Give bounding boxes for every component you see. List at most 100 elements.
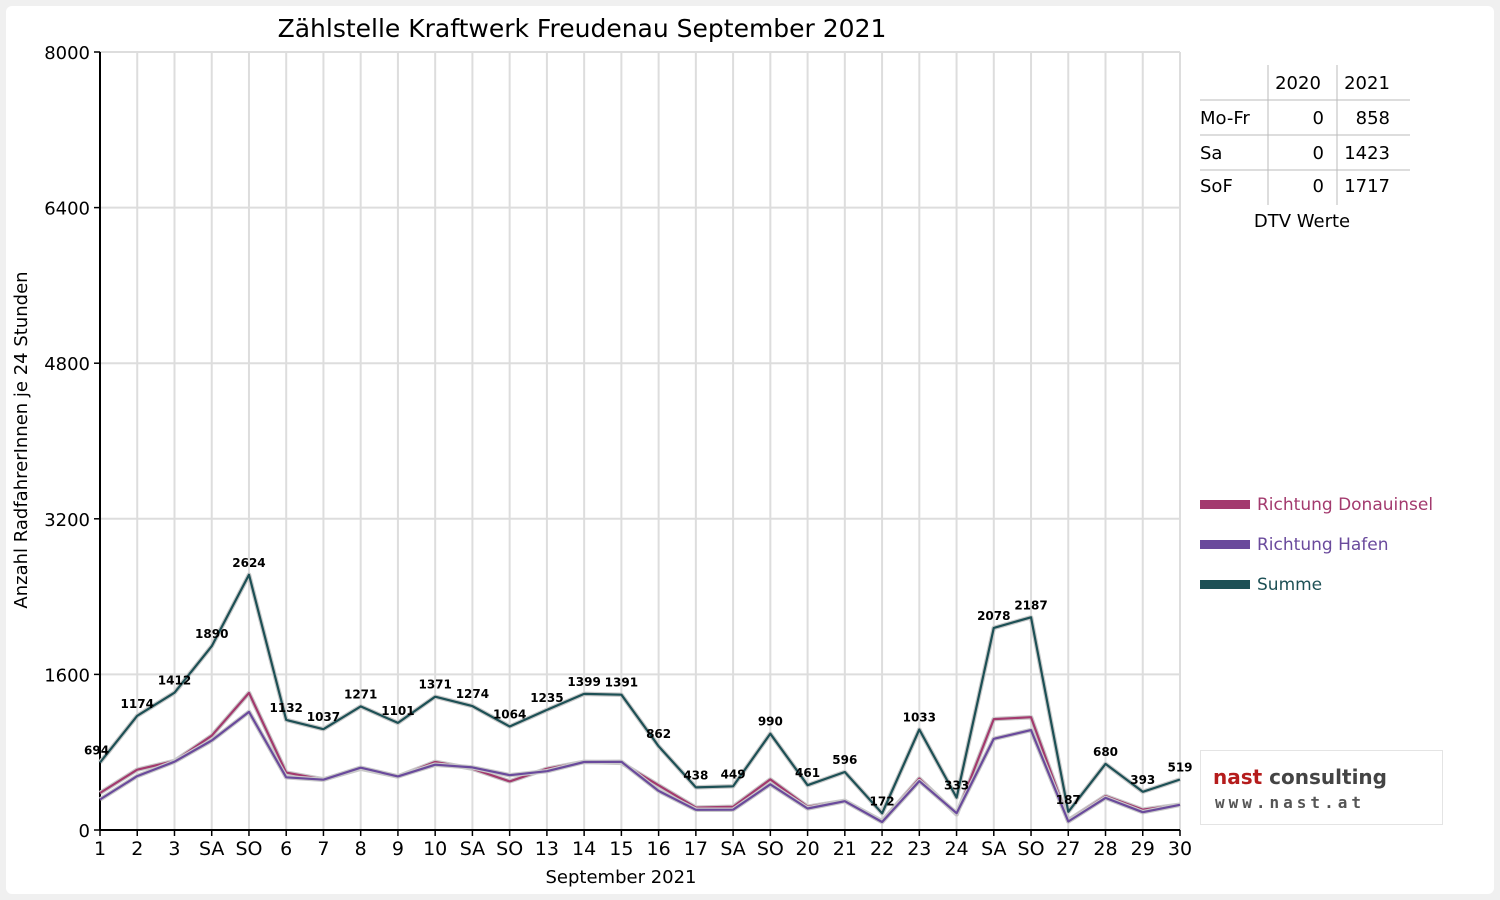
data-label-19: 461 xyxy=(795,766,820,780)
legend-swatch-hafen xyxy=(1200,540,1250,549)
x-tick-label-7: 8 xyxy=(355,838,367,860)
data-label-14: 1391 xyxy=(605,676,638,690)
y-tick-label-5: 8000 xyxy=(44,43,90,64)
x-tick-label-2: 3 xyxy=(168,838,180,860)
x-tick-label-5: 6 xyxy=(280,838,292,860)
dtv-row-2020-mofr: 0 xyxy=(1313,108,1324,129)
grid-lines xyxy=(100,51,1181,830)
x-tick-label-12: 13 xyxy=(535,838,559,860)
series-line-2 xyxy=(99,573,1181,815)
data-labels: 694 1174 1412 1890 2624 1132 1037 1271 1101 1371 1… xyxy=(84,556,1193,808)
x-tick-label-20: 21 xyxy=(833,838,857,860)
data-label-23: 333 xyxy=(944,779,969,793)
dtv-row-label-sa: Sa xyxy=(1200,143,1222,164)
x-tick-label-1: 2 xyxy=(131,838,143,860)
legend-label-summe: Summe xyxy=(1257,575,1322,595)
dtv-caption: DTV Werte xyxy=(1254,211,1350,232)
y-tick-labels: 0 1600 3200 4800 6400 8000 xyxy=(44,43,90,842)
legend-swatch-summe xyxy=(1200,580,1250,589)
y-tick-label-2: 3200 xyxy=(44,510,90,531)
x-tick-label-22: 23 xyxy=(907,838,931,860)
logo-wordmark: nast consulting xyxy=(1213,765,1387,789)
data-label-1: 1174 xyxy=(121,697,154,711)
data-label-17: 449 xyxy=(721,767,746,781)
data-label-20: 596 xyxy=(832,753,857,767)
y-tick-label-4: 6400 xyxy=(44,199,90,220)
nast-consulting-logo: nast consulting www.nast.at xyxy=(1200,750,1443,825)
legend-label-donauinsel: Richtung Donauinsel xyxy=(1257,495,1433,515)
x-tick-label-8: 9 xyxy=(392,838,404,860)
data-label-21: 172 xyxy=(870,794,895,808)
dtv-row-label-mofr: Mo-Fr xyxy=(1200,108,1250,129)
x-tick-label-25: SO xyxy=(1018,838,1045,860)
x-tick-labels: 1 2 3 SA SO 6 7 8 9 10 SA SO 13 14 15 16 17 SA SO 20 21 22 23 2… xyxy=(94,838,1192,860)
data-label-18: 990 xyxy=(758,715,783,729)
x-tick-label-19: 20 xyxy=(795,838,819,860)
dtv-header-2021: 2021 xyxy=(1344,73,1390,94)
data-label-11: 1064 xyxy=(493,708,526,722)
axes xyxy=(94,51,1181,836)
data-label-6: 1037 xyxy=(307,710,340,724)
x-tick-label-10: SA xyxy=(460,838,485,860)
legend-swatch-donauinsel xyxy=(1200,500,1250,509)
dtv-row-2021-mofr: 858 xyxy=(1356,108,1390,129)
x-tick-label-6: 7 xyxy=(317,838,329,860)
data-label-27: 680 xyxy=(1093,745,1118,759)
dtv-row-label-sof: SoF xyxy=(1200,176,1233,197)
dtv-row-2020-sof: 0 xyxy=(1313,176,1324,197)
data-label-0: 694 xyxy=(84,744,109,758)
dtv-header-2020: 2020 xyxy=(1275,73,1321,94)
data-label-3: 1890 xyxy=(195,627,228,641)
y-axis-title: Anzahl RadfahrerInnen je 24 Stunden xyxy=(11,271,32,608)
data-label-12: 1235 xyxy=(530,691,563,705)
series-halo-0 xyxy=(98,690,1181,824)
data-label-8: 1101 xyxy=(381,704,414,718)
x-tick-label-28: 29 xyxy=(1131,838,1155,860)
dtv-row-2020-sa: 0 xyxy=(1313,143,1324,164)
data-label-4: 2624 xyxy=(232,556,265,570)
x-tick-label-4: SO xyxy=(235,838,262,860)
data-label-7: 1271 xyxy=(344,687,377,701)
x-tick-label-15: 16 xyxy=(647,838,671,860)
x-tick-label-0: 1 xyxy=(94,838,106,860)
data-label-29: 519 xyxy=(1167,761,1192,775)
data-label-9: 1371 xyxy=(418,678,451,692)
logo-word-nast: nast xyxy=(1213,765,1263,789)
x-tick-label-23: 24 xyxy=(944,838,968,860)
chart-frame xyxy=(6,6,1494,894)
legend-label-hafen: Richtung Hafen xyxy=(1257,535,1388,555)
x-tick-label-18: SO xyxy=(757,838,784,860)
logo-url: www.nast.at xyxy=(1215,793,1365,812)
data-label-15: 862 xyxy=(646,727,671,741)
legend: Richtung Donauinsel Richtung Hafen Summe xyxy=(1200,495,1433,595)
x-tick-label-27: 28 xyxy=(1093,838,1117,860)
data-label-22: 1033 xyxy=(903,711,936,725)
data-label-5: 1132 xyxy=(270,701,303,715)
y-tick-label-3: 4800 xyxy=(44,354,90,375)
data-label-2: 1412 xyxy=(158,674,191,688)
x-tick-label-3: SA xyxy=(199,838,224,860)
x-tick-label-24: SA xyxy=(981,838,1006,860)
data-label-25: 2187 xyxy=(1014,598,1047,612)
x-tick-label-11: SO xyxy=(496,838,523,860)
data-label-13: 1399 xyxy=(567,675,600,689)
x-tick-label-14: 15 xyxy=(609,838,633,860)
x-tick-label-21: 22 xyxy=(870,838,894,860)
data-label-16: 438 xyxy=(683,768,708,782)
x-tick-label-13: 14 xyxy=(572,838,596,860)
data-label-28: 393 xyxy=(1130,773,1155,787)
y-tick-label-1: 1600 xyxy=(44,665,90,686)
data-label-10: 1274 xyxy=(456,687,489,701)
x-axis-title: September 2021 xyxy=(545,867,696,888)
series-line-0 xyxy=(99,691,1181,823)
data-label-24: 2078 xyxy=(977,609,1010,623)
dtv-row-2021-sof: 1717 xyxy=(1344,176,1390,197)
x-tick-label-26: 27 xyxy=(1056,838,1080,860)
dtv-row-2021-sa: 1423 xyxy=(1344,143,1390,164)
logo-word-consulting: consulting xyxy=(1269,765,1387,789)
data-label-26: 187 xyxy=(1056,793,1081,807)
x-tick-label-17: SA xyxy=(720,838,745,860)
series-lines xyxy=(98,572,1181,825)
series-halo-1 xyxy=(98,709,1181,825)
